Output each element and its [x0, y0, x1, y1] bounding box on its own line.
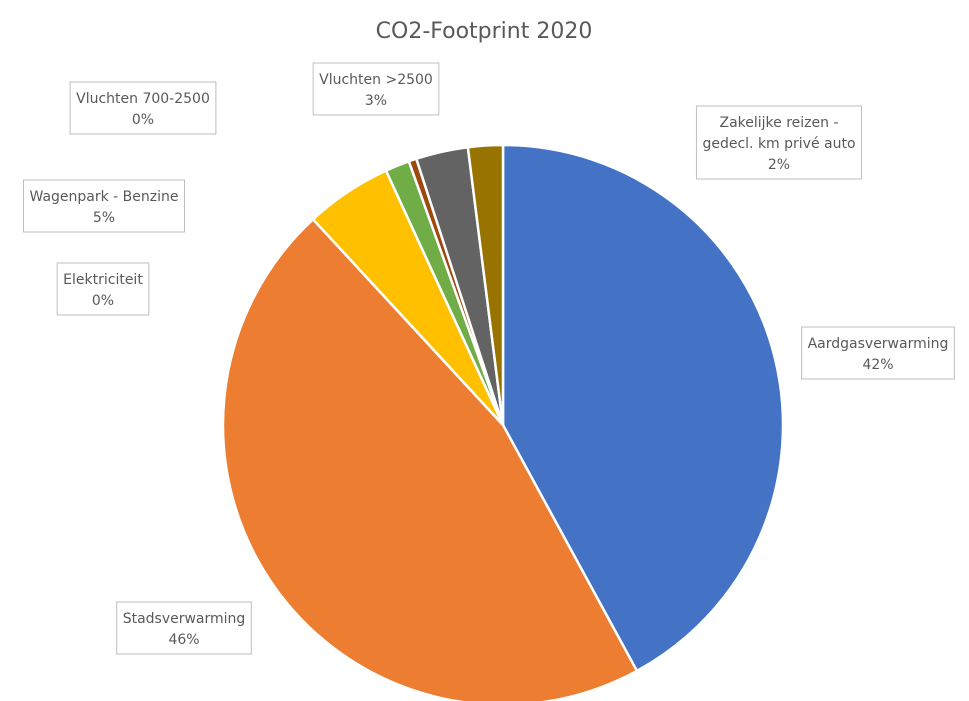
data-label-box: [56, 262, 150, 316]
pie-slice-7: [466, 143, 505, 426]
data-label-1: Stadsverwarming 46%: [116, 601, 252, 655]
pie-slices: [221, 143, 785, 701]
data-label-name: Wagenpark - Benzine: [30, 189, 179, 205]
chart-title: CO2-Footprint 2020: [376, 19, 593, 44]
data-label-percent: 46%: [168, 632, 199, 648]
data-label-name: Stadsverwarming: [123, 611, 246, 627]
data-label-5: Vluchten 700-2500 0%: [69, 81, 217, 135]
data-label-name: Vluchten 700-2500: [76, 91, 210, 107]
data-label-box: [312, 62, 440, 116]
data-label-box: [23, 179, 185, 233]
data-label-0: Aardgasverwarming 42%: [801, 326, 955, 380]
data-label-6: Vluchten >2500 3%: [312, 62, 440, 116]
pie-slice-1: [221, 217, 639, 701]
data-label-box: [695, 105, 863, 180]
data-label-percent: 2%: [768, 157, 790, 173]
data-label-2: Wagenpark - Benzine 5%: [23, 179, 185, 233]
data-label-7: Zakelijke reizen - gedecl. km privé auto 2…: [695, 105, 863, 180]
data-label-box: [801, 326, 955, 380]
data-label-name: Vluchten >2500: [319, 72, 433, 88]
data-label-percent: 5%: [93, 210, 115, 226]
data-label-name: Aardgasverwarming: [808, 336, 949, 352]
data-label-name: gedecl. km privé auto: [702, 136, 855, 152]
pie-slice-0: [501, 143, 785, 673]
data-label-percent: 0%: [92, 293, 114, 309]
data-labels: Aardgasverwarming 42% Stadsverwarming 46% Wa…: [23, 62, 955, 655]
data-label-percent: 0%: [132, 112, 154, 128]
data-label-box: [116, 601, 252, 655]
data-label-box: [69, 81, 217, 135]
data-label-4: Elektriciteit 0%: [56, 262, 150, 316]
data-label-percent: 42%: [862, 357, 893, 373]
data-label-percent: 3%: [365, 93, 387, 109]
data-label-name: Zakelijke reizen -: [719, 115, 838, 131]
data-label-name: Elektriciteit: [63, 272, 143, 288]
